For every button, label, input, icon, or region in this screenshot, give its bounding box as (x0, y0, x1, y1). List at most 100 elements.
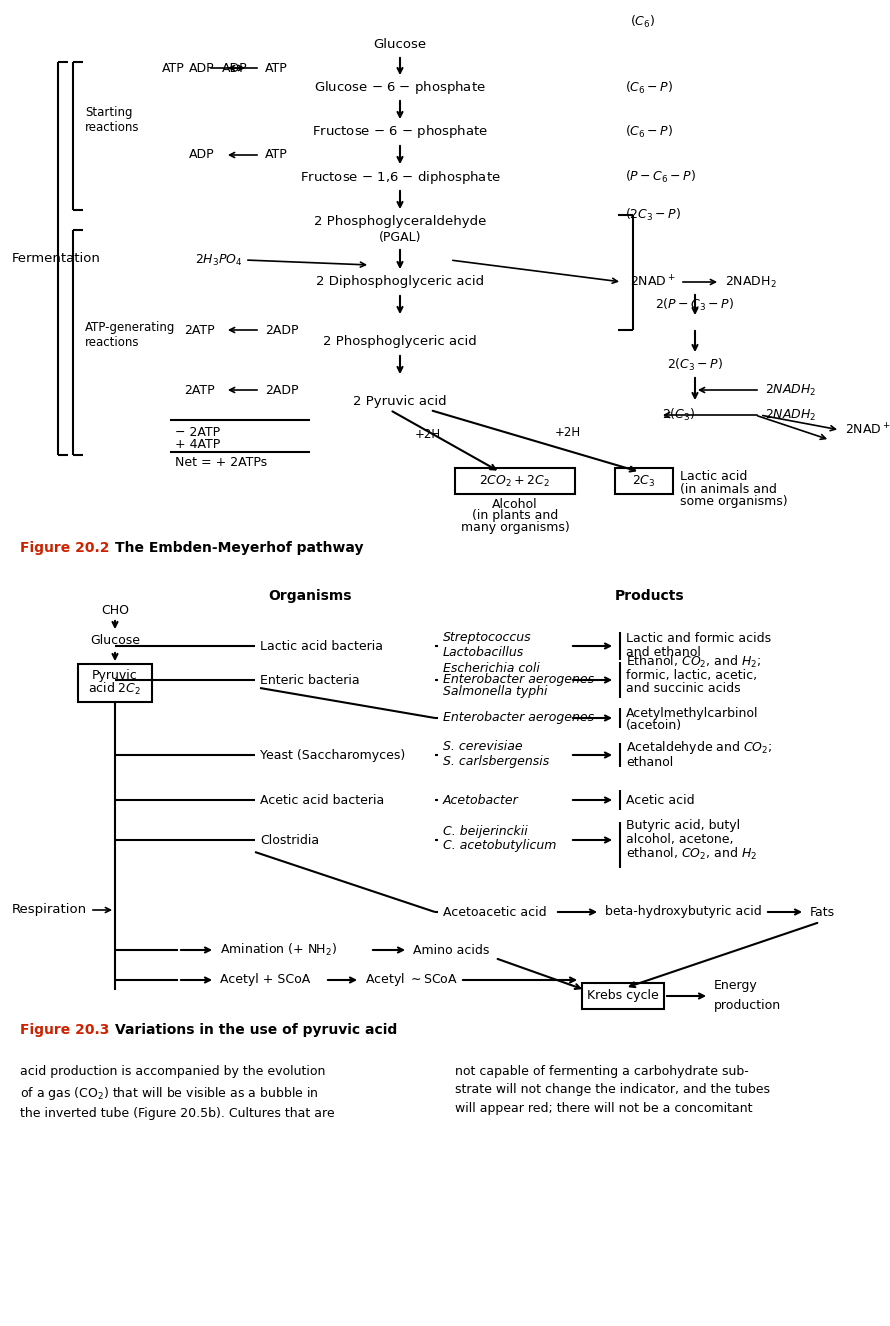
Text: ethanol: ethanol (626, 756, 673, 769)
Text: Streptococcus: Streptococcus (443, 631, 531, 644)
Text: Krebs cycle: Krebs cycle (587, 989, 659, 1002)
Text: ADP: ADP (222, 61, 248, 74)
Text: (in animals and: (in animals and (680, 483, 777, 496)
Bar (78, 664, 152, 701)
Text: Amino acids: Amino acids (413, 944, 490, 956)
Text: Figure 20.3: Figure 20.3 (20, 1022, 109, 1037)
Text: $2NADH_2$: $2NADH_2$ (765, 407, 816, 423)
Text: Escherichia coli: Escherichia coli (443, 662, 540, 675)
Text: Acetylmethylcarbinol: Acetylmethylcarbinol (626, 707, 758, 720)
Text: ATP: ATP (265, 61, 287, 74)
Text: C. acetobutylicum: C. acetobutylicum (443, 839, 556, 853)
Text: $(C_6)$: $(C_6)$ (630, 15, 655, 30)
Text: Acetobacter: Acetobacter (443, 793, 519, 806)
Text: (PGAL): (PGAL) (379, 231, 421, 244)
Text: Lactobacillus: Lactobacillus (443, 646, 524, 659)
Text: Fats: Fats (810, 906, 835, 919)
Text: $(C_6 - P)$: $(C_6 - P)$ (625, 80, 673, 95)
Text: alcohol, acetone,: alcohol, acetone, (626, 834, 733, 846)
Text: $2H_3PO_4$: $2H_3PO_4$ (195, 252, 243, 268)
Text: ADP: ADP (190, 61, 215, 74)
Text: acid $2C_2$: acid $2C_2$ (88, 682, 142, 697)
Text: Organisms: Organisms (268, 589, 352, 603)
Text: − 2ATP: − 2ATP (175, 426, 220, 439)
Text: Acetoacetic acid: Acetoacetic acid (443, 906, 546, 919)
Text: 2 Diphosphoglyceric acid: 2 Diphosphoglyceric acid (316, 276, 484, 289)
Text: The Embden-Meyerhof pathway: The Embden-Meyerhof pathway (115, 541, 363, 556)
Text: (acetoin): (acetoin) (626, 720, 682, 732)
Text: $2(C_3)$: $2(C_3)$ (662, 407, 695, 423)
Text: Salmonella typhi: Salmonella typhi (443, 686, 547, 699)
Text: Acetyl + SCoA: Acetyl + SCoA (220, 973, 311, 987)
Text: +2H: +2H (555, 426, 581, 439)
Text: Butyric acid, butyl: Butyric acid, butyl (626, 819, 740, 833)
Text: Energy: Energy (714, 980, 757, 992)
Text: C. beijerinckii: C. beijerinckii (443, 826, 528, 838)
Text: not capable of fermenting a carbohydrate sub-
strate will not change the indicat: not capable of fermenting a carbohydrate… (455, 1065, 770, 1115)
Text: Alcohol: Alcohol (492, 497, 538, 511)
Text: 2 Phosphoglyceraldehyde: 2 Phosphoglyceraldehyde (314, 216, 486, 228)
Text: 2 Phosphoglyceric acid: 2 Phosphoglyceric acid (323, 335, 477, 349)
Text: Glucose: Glucose (374, 38, 426, 52)
Text: Fructose $-$ 1,6 $-$ diphosphate: Fructose $-$ 1,6 $-$ diphosphate (300, 168, 500, 186)
Text: ADP: ADP (190, 149, 215, 162)
Text: $2(C_3 - P)$: $2(C_3 - P)$ (667, 357, 723, 373)
Text: and ethanol: and ethanol (626, 647, 701, 659)
Text: $2(P - C_3 - P)$: $2(P - C_3 - P)$ (655, 297, 734, 313)
Text: Yeast (Saccharomyces): Yeast (Saccharomyces) (260, 748, 405, 761)
Text: Enterobacter aerogenes: Enterobacter aerogenes (443, 712, 595, 724)
Text: (in plants and: (in plants and (472, 509, 558, 522)
Text: ATP: ATP (162, 61, 185, 74)
Text: Ethanol, $CO_2$, and $H_2$;: Ethanol, $CO_2$, and $H_2$; (626, 654, 761, 670)
Text: $2C_3$: $2C_3$ (632, 473, 656, 488)
Text: Lactic acid bacteria: Lactic acid bacteria (260, 639, 383, 652)
Text: 2ADP: 2ADP (265, 324, 298, 337)
Text: 2NAD$^+$: 2NAD$^+$ (630, 274, 676, 289)
Text: 2ATP: 2ATP (184, 383, 215, 396)
Text: Clostridia: Clostridia (260, 834, 320, 846)
Text: formic, lactic, acetic,: formic, lactic, acetic, (626, 668, 757, 682)
Text: Acetic acid bacteria: Acetic acid bacteria (260, 793, 384, 806)
Text: 2NADH$_2$: 2NADH$_2$ (725, 274, 777, 289)
Text: and succinic acids: and succinic acids (626, 683, 740, 696)
Text: S. cerevisiae: S. cerevisiae (443, 740, 522, 753)
Text: 2ATP: 2ATP (184, 324, 215, 337)
Text: Lactic and formic acids: Lactic and formic acids (626, 633, 771, 646)
Text: 2 Pyruvic acid: 2 Pyruvic acid (353, 395, 447, 408)
Text: $(2C_3 - P)$: $(2C_3 - P)$ (625, 207, 681, 223)
Text: Respiration: Respiration (12, 903, 87, 916)
Text: $2NADH_2$: $2NADH_2$ (765, 382, 816, 398)
Text: Net = + 2ATPs: Net = + 2ATPs (175, 456, 267, 469)
Text: +2H: +2H (415, 428, 441, 442)
Text: Variations in the use of pyruvic acid: Variations in the use of pyruvic acid (115, 1022, 397, 1037)
Text: 2ADP: 2ADP (265, 383, 298, 396)
Text: + 4ATP: + 4ATP (175, 439, 220, 451)
Text: Acetyl $\sim$SCoA: Acetyl $\sim$SCoA (365, 972, 458, 988)
Text: Amination (+ NH$_2$): Amination (+ NH$_2$) (220, 941, 337, 959)
Bar (582, 983, 664, 1009)
Text: Glucose: Glucose (90, 635, 140, 647)
Text: Acetaldehyde and $CO_2$;: Acetaldehyde and $CO_2$; (626, 740, 773, 757)
Text: Enteric bacteria: Enteric bacteria (260, 674, 360, 687)
Text: ATP-generating
reactions: ATP-generating reactions (85, 321, 175, 349)
Text: ATP: ATP (265, 149, 287, 162)
Text: acid production is accompanied by the evolution
of a gas (CO$_2$) that will be v: acid production is accompanied by the ev… (20, 1065, 335, 1120)
Text: Acetic acid: Acetic acid (626, 793, 694, 806)
Text: CHO: CHO (101, 603, 129, 617)
Text: many organisms): many organisms) (461, 521, 570, 534)
Text: Products: Products (615, 589, 684, 603)
Text: $2CO_2 + 2C_2$: $2CO_2 + 2C_2$ (480, 473, 551, 488)
Text: Lactic acid: Lactic acid (680, 469, 748, 483)
Bar (615, 468, 673, 495)
Text: $(C_6 - P)$: $(C_6 - P)$ (625, 123, 673, 141)
Text: some organisms): some organisms) (680, 496, 788, 508)
Text: Enterobacter aerogenes: Enterobacter aerogenes (443, 674, 595, 687)
Text: ethanol, $CO_2$, and $H_2$: ethanol, $CO_2$, and $H_2$ (626, 846, 757, 862)
Text: Pyruvic: Pyruvic (93, 670, 138, 683)
Text: Figure 20.2: Figure 20.2 (20, 541, 109, 556)
Text: S. carlsbergensis: S. carlsbergensis (443, 754, 549, 768)
Text: Glucose $-$ 6 $-$ phosphate: Glucose $-$ 6 $-$ phosphate (314, 80, 486, 97)
Text: production: production (714, 1000, 781, 1013)
Text: beta-hydroxybutyric acid: beta-hydroxybutyric acid (605, 906, 762, 919)
Text: Starting
reactions: Starting reactions (85, 106, 140, 134)
